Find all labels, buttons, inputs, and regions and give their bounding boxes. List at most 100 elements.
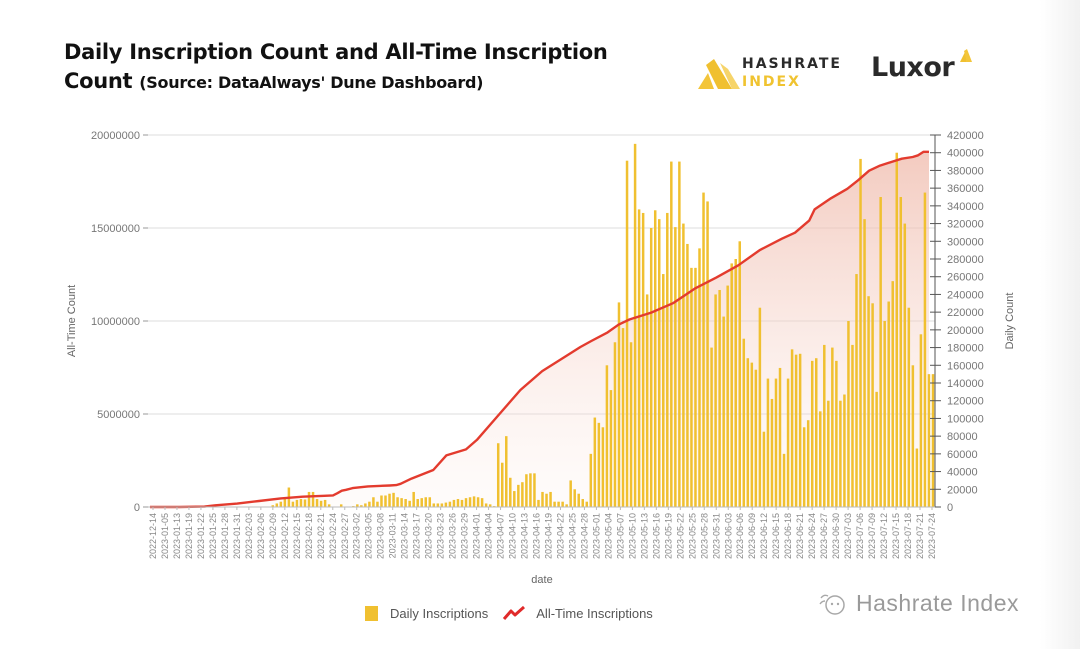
right-tick-label: 280000 <box>947 254 984 266</box>
daily-bar <box>637 209 641 507</box>
x-tick-label: 2023-04-01 <box>472 513 482 559</box>
x-tick-label: 2023-02-03 <box>244 513 254 559</box>
daily-bar <box>585 501 589 507</box>
daily-bar <box>839 400 842 507</box>
daily-bar <box>609 390 613 507</box>
daily-bar <box>831 347 834 507</box>
daily-bar <box>275 503 279 507</box>
daily-bar <box>356 504 359 507</box>
x-tick-label: 2023-02-06 <box>256 513 266 559</box>
daily-bar <box>714 294 717 507</box>
daily-bar <box>388 493 391 507</box>
legend-item-daily[interactable]: Daily Inscriptions <box>365 605 488 621</box>
x-tick-label: 2023-02-15 <box>292 513 302 559</box>
daily-bar <box>899 197 903 507</box>
daily-bar <box>907 307 911 507</box>
daily-bar <box>517 484 520 507</box>
daily-bar <box>380 495 383 507</box>
daily-bar <box>464 498 468 507</box>
x-tick-label: 2023-03-05 <box>364 513 374 559</box>
x-axis-ticks: 2022-12-14 2023-01-05 2023-01-13 2023-01-19… <box>148 507 937 559</box>
daily-bar <box>392 492 395 507</box>
daily-bar <box>456 499 460 507</box>
x-tick-label: 2023-04-10 <box>508 513 518 559</box>
x-tick-label: 2023-01-13 <box>172 513 182 559</box>
daily-bar <box>843 394 846 507</box>
x-tick-label: 2023-05-07 <box>615 513 625 559</box>
daily-bar <box>641 212 645 507</box>
daily-bar <box>404 499 407 507</box>
left-tick-label: 20000000 <box>91 130 140 142</box>
right-tick-label: 60000 <box>947 449 978 461</box>
daily-bar <box>891 281 894 507</box>
x-tick-label: 2023-05-13 <box>639 513 649 559</box>
luxor-mark-icon <box>960 49 972 62</box>
daily-bar <box>505 436 508 507</box>
x-tick-label: 2023-03-08 <box>376 513 386 559</box>
daily-bar <box>339 504 343 507</box>
daily-bar <box>488 504 492 507</box>
daily-bar <box>509 477 512 507</box>
x-tick-label: 2023-01-05 <box>160 513 170 559</box>
left-tick-label: 10000000 <box>91 316 140 328</box>
daily-bar <box>859 158 862 507</box>
wechat-icon <box>819 594 845 615</box>
x-tick-label: 2023-06-09 <box>747 513 757 559</box>
daily-bar <box>617 302 621 507</box>
daily-bar <box>436 503 440 507</box>
daily-bar <box>424 497 428 507</box>
daily-bar <box>875 391 878 507</box>
right-axis-ticks: 0 20000 40000 60000 80000 100000 120000 140000 1… <box>930 130 984 514</box>
right-tick-label: 260000 <box>947 272 984 284</box>
daily-bar <box>750 362 754 507</box>
x-tick-label: 2023-04-07 <box>496 513 506 559</box>
daily-bar <box>802 427 806 507</box>
daily-bar <box>549 491 552 507</box>
daily-bar <box>903 223 907 508</box>
daily-bar <box>384 495 387 507</box>
x-tick-label: 2023-04-25 <box>567 513 577 559</box>
x-tick-label: 2023-04-28 <box>579 513 589 559</box>
daily-bar <box>718 290 721 507</box>
x-tick-label: 2023-06-06 <box>735 513 745 559</box>
x-tick-label: 2023-06-30 <box>831 513 841 559</box>
daily-bar <box>774 378 778 507</box>
daily-bar <box>690 267 693 507</box>
x-tick-label: 2023-03-23 <box>436 513 446 559</box>
x-tick-label: 2023-05-28 <box>699 513 709 559</box>
daily-bar <box>420 498 423 507</box>
left-tick-label: 15000000 <box>91 223 140 235</box>
daily-bar <box>871 303 874 507</box>
daily-bar <box>605 365 609 507</box>
daily-bar <box>472 496 476 507</box>
daily-bar <box>480 498 484 507</box>
legend-item-alltime[interactable]: All-Time Inscriptions <box>502 605 653 621</box>
x-tick-label: 2023-07-24 <box>927 513 937 559</box>
page-edge-shadow <box>1040 0 1080 649</box>
daily-bars <box>263 143 935 508</box>
x-tick-label: 2023-07-15 <box>891 513 901 559</box>
daily-bar <box>863 219 866 507</box>
x-tick-label: 2023-01-25 <box>208 513 218 559</box>
right-tick-label: 0 <box>947 502 953 514</box>
right-tick-label: 180000 <box>947 343 984 355</box>
daily-bar <box>279 501 283 507</box>
daily-bar <box>666 212 669 507</box>
x-tick-label: 2023-02-21 <box>316 513 326 559</box>
daily-bar <box>545 493 548 507</box>
daily-bar <box>649 228 653 507</box>
right-tick-label: 160000 <box>947 360 984 372</box>
x-tick-label: 2023-05-01 <box>591 513 601 559</box>
daily-bar <box>810 360 814 507</box>
daily-bar <box>766 378 770 507</box>
x-tick-label: 2023-04-19 <box>543 513 553 559</box>
daily-bar <box>372 497 375 507</box>
x-tick-label: 2023-06-24 <box>807 513 817 559</box>
daily-bar <box>657 219 661 507</box>
daily-bar <box>798 353 802 507</box>
daily-bar <box>742 338 746 507</box>
x-tick-label: 2023-03-14 <box>400 513 410 559</box>
right-tick-label: 20000 <box>947 484 978 496</box>
daily-bar <box>790 349 794 507</box>
daily-bar <box>500 462 504 507</box>
